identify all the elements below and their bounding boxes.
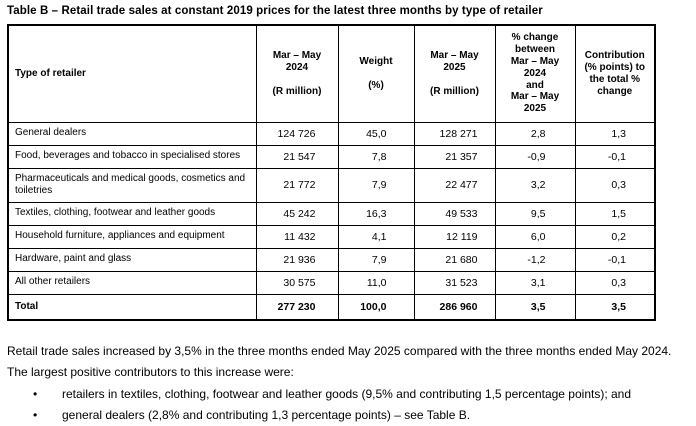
- header-mar-may-2025: Mar – May 2025 (R million): [413, 24, 496, 123]
- cell-weight: 7,9: [337, 247, 415, 272]
- cell-retailer-type: Hardware, paint and glass: [7, 247, 257, 272]
- header-contribution: Contribution (% points) to the total % c…: [574, 24, 656, 123]
- cell-total-label: Total: [7, 293, 257, 321]
- cell-retailer-type: Household furniture, appliances and equi…: [7, 224, 257, 249]
- cell-weight: 7,8: [337, 144, 415, 169]
- cell-percent-change: 2,8: [494, 121, 576, 146]
- bullet-icon: •: [33, 387, 38, 401]
- retail-trade-table: Type of retailer Mar – May 2024 (R milli…: [7, 24, 656, 321]
- list-item: • retailers in textiles, clothing, footw…: [6, 384, 690, 405]
- contributors-list: • retailers in textiles, clothing, footw…: [6, 384, 690, 426]
- cell-weight: 11,0: [337, 270, 415, 295]
- cell-contribution: 1,5: [574, 201, 656, 226]
- cell-percent-change: -0,9: [494, 144, 576, 169]
- header-weight: Weight (%): [337, 24, 415, 123]
- header-percent-change: % change between Mar – May 2024 and Mar …: [494, 24, 576, 123]
- table-row-all-other: All other retailers 30 575 11,0 31 523 3…: [7, 270, 656, 295]
- summary-paragraph: Retail trade sales increased by 3,5% in …: [7, 344, 672, 379]
- cell-2025-value: 49 533: [413, 201, 496, 226]
- table-title: Table B – Retail trade sales at constant…: [7, 5, 543, 17]
- cell-contribution: -0,1: [574, 247, 656, 272]
- cell-2024-value: 11 432: [255, 224, 339, 249]
- cell-weight: 45,0: [337, 121, 415, 146]
- cell-weight: 16,3: [337, 201, 415, 226]
- cell-2024-value: 21 547: [255, 144, 339, 169]
- cell-percent-change: -1,2: [494, 247, 576, 272]
- cell-2024-value: 21 772: [255, 167, 339, 203]
- cell-retailer-type: Food, beverages and tobacco in specialis…: [7, 144, 257, 169]
- cell-percent-change: 9,5: [494, 201, 576, 226]
- cell-total-percent-change: 3,5: [494, 293, 576, 321]
- table-row-textiles: Textiles, clothing, footwear and leather…: [7, 201, 656, 226]
- cell-retailer-type: Textiles, clothing, footwear and leather…: [7, 201, 257, 226]
- cell-weight: 4,1: [337, 224, 415, 249]
- table-row-pharmaceuticals: Pharmaceuticals and medical goods, cosme…: [7, 167, 656, 203]
- cell-total-contribution: 3,5: [574, 293, 656, 321]
- list-item: • general dealers (2,8% and contributing…: [6, 405, 690, 426]
- bullet-icon: •: [33, 408, 38, 422]
- header-type-of-retailer: Type of retailer: [7, 24, 257, 123]
- cell-total-2024: 277 230: [255, 293, 339, 321]
- cell-contribution: 0,3: [574, 270, 656, 295]
- cell-2024-value: 45 242: [255, 201, 339, 226]
- table-row-hardware: Hardware, paint and glass 21 936 7,9 21 …: [7, 247, 656, 272]
- cell-contribution: 0,3: [574, 167, 656, 203]
- cell-2024-value: 21 936: [255, 247, 339, 272]
- cell-total-2025: 286 960: [413, 293, 496, 321]
- cell-2025-value: 22 477: [413, 167, 496, 203]
- bullet-text-general-dealers: general dealers (2,8% and contributing 1…: [62, 408, 471, 422]
- cell-2024-value: 124 726: [255, 121, 339, 146]
- cell-2025-value: 21 680: [413, 247, 496, 272]
- cell-2025-value: 128 271: [413, 121, 496, 146]
- cell-2025-value: 12 119: [413, 224, 496, 249]
- cell-2025-value: 31 523: [413, 270, 496, 295]
- cell-contribution: 1,3: [574, 121, 656, 146]
- cell-weight: 7,9: [337, 167, 415, 203]
- bullet-text-textiles: retailers in textiles, clothing, footwea…: [62, 387, 632, 401]
- header-mar-may-2024: Mar – May 2024 (R million): [255, 24, 339, 123]
- cell-retailer-type: General dealers: [7, 121, 257, 146]
- cell-retailer-type: Pharmaceuticals and medical goods, cosme…: [7, 167, 257, 203]
- cell-total-weight: 100,0: [337, 293, 415, 321]
- cell-retailer-type: All other retailers: [7, 270, 257, 295]
- cell-contribution: -0,1: [574, 144, 656, 169]
- table-header-row: Type of retailer Mar – May 2024 (R milli…: [7, 24, 656, 123]
- table-row-total: Total 277 230 100,0 286 960 3,5 3,5: [7, 293, 656, 321]
- cell-percent-change: 3,2: [494, 167, 576, 203]
- cell-percent-change: 6,0: [494, 224, 576, 249]
- cell-2024-value: 30 575: [255, 270, 339, 295]
- table-row-food-beverages: Food, beverages and tobacco in specialis…: [7, 144, 656, 169]
- table-row-general-dealers: General dealers 124 726 45,0 128 271 2,8…: [7, 121, 656, 146]
- cell-2025-value: 21 357: [413, 144, 496, 169]
- cell-contribution: 0,2: [574, 224, 656, 249]
- cell-percent-change: 3,1: [494, 270, 576, 295]
- table-row-household-furniture: Household furniture, appliances and equi…: [7, 224, 656, 249]
